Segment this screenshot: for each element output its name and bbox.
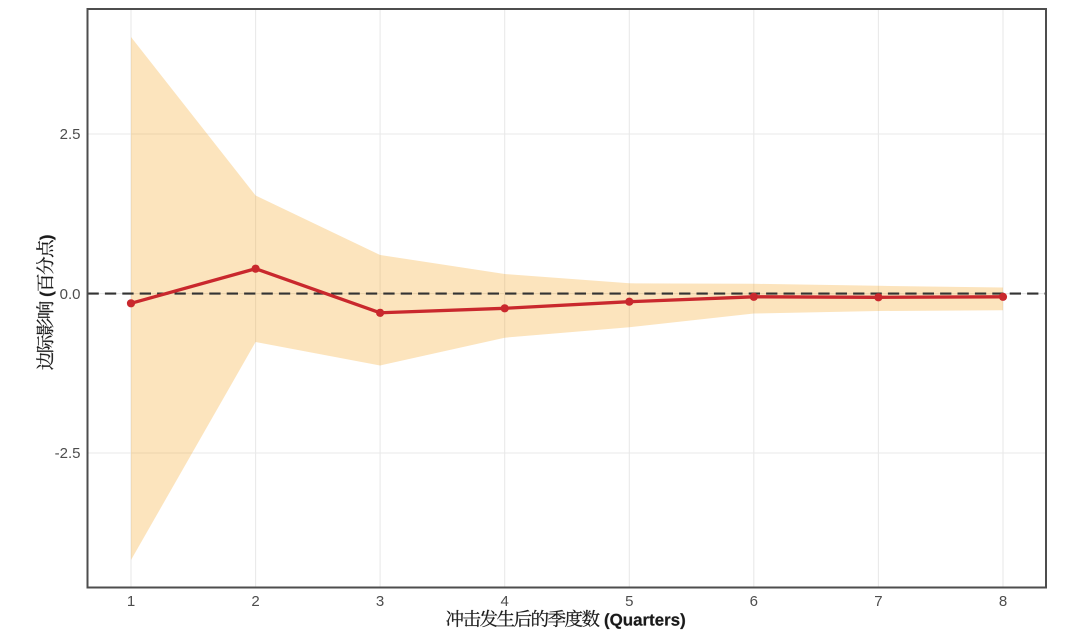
svg-text:-2.5: -2.5	[55, 445, 81, 462]
svg-text:0.0: 0.0	[60, 286, 81, 303]
svg-text:2.5: 2.5	[60, 126, 81, 143]
svg-text:5: 5	[625, 593, 633, 610]
svg-text:4: 4	[501, 593, 509, 610]
svg-text:2: 2	[251, 593, 259, 610]
svg-text:8: 8	[999, 593, 1007, 610]
svg-text:6: 6	[750, 593, 758, 610]
svg-text:1: 1	[127, 593, 135, 610]
svg-text:7: 7	[874, 593, 882, 610]
svg-text:3: 3	[376, 593, 384, 610]
